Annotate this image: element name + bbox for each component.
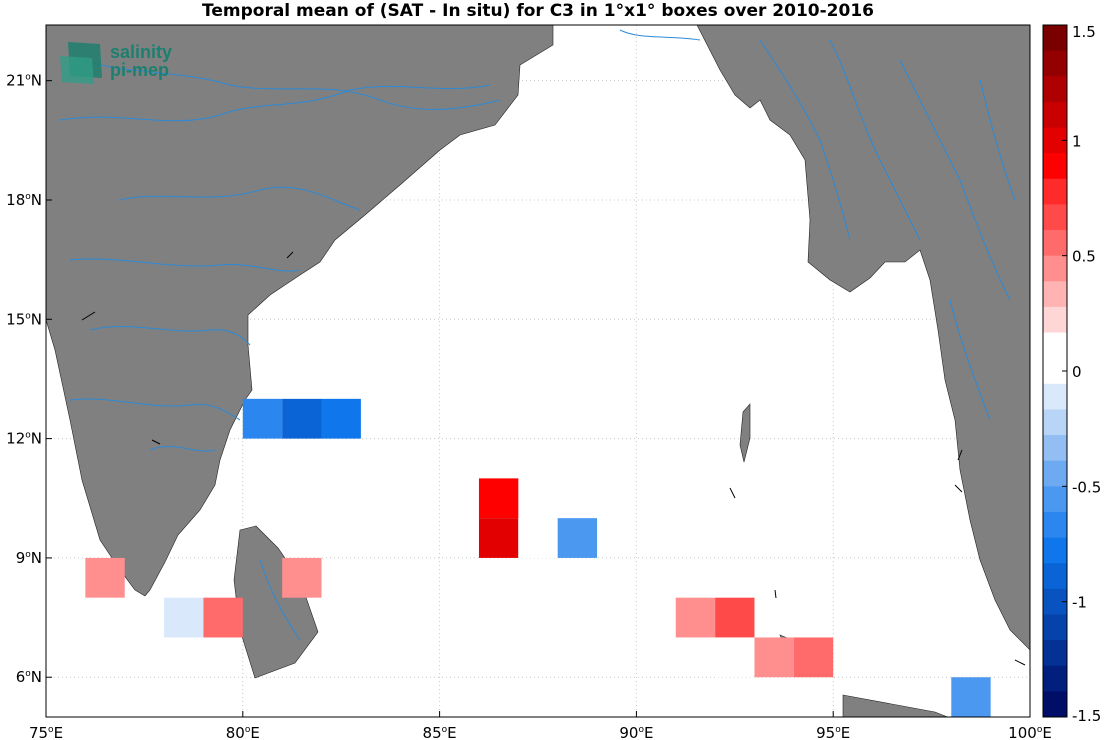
- data-cell: [715, 597, 755, 638]
- colorbar-ticks: 1.5 1 0.5 0 -0.5 -1 -1.5: [1062, 23, 1101, 725]
- y-tick-label: 12oN: [6, 430, 42, 448]
- colorbar-tick-label: 0.5: [1072, 248, 1096, 266]
- colorbar-segment: [1043, 230, 1067, 257]
- colorbar-segment: [1043, 537, 1067, 564]
- data-cell: [321, 597, 361, 638]
- logo-text-line1: salinity: [110, 42, 172, 62]
- salinity-pi-mep-logo: salinity pi-mep: [60, 42, 172, 84]
- colorbar-segment: [1043, 691, 1067, 718]
- data-cell: [85, 557, 125, 598]
- colorbar: [1043, 25, 1067, 718]
- data-cell: [164, 597, 204, 638]
- data-cell: [478, 518, 519, 558]
- colorbar-tick-label: -1: [1072, 594, 1087, 612]
- y-tick-label: 9oN: [16, 549, 42, 567]
- logo-text-line2: pi-mep: [110, 60, 169, 80]
- x-tick-label: 95oE: [816, 724, 850, 740]
- data-cell: [557, 518, 598, 558]
- colorbar-segment: [1043, 640, 1067, 667]
- colorbar-tick-label: -1.5: [1072, 707, 1101, 725]
- y-tick-label: 21oN: [6, 72, 42, 90]
- colorbar-tick-label: 1.5: [1072, 23, 1096, 41]
- x-tick-label: 85oE: [423, 724, 457, 740]
- colorbar-segment: [1043, 50, 1067, 77]
- x-tick-label: 75oE: [29, 724, 63, 740]
- colorbar-segment: [1043, 281, 1067, 308]
- data-cell: [518, 518, 558, 558]
- x-tick-label: 100oE: [1008, 724, 1052, 740]
- coastal-marks: [81, 251, 1026, 666]
- colorbar-segment: [1043, 332, 1067, 359]
- land-sumatra: [842, 694, 949, 717]
- axis-ticks: 75oE 80oE 85oE 90oE 95oE 100oE 6oN 9oN 12oN 15oN 1…: [6, 72, 1052, 740]
- x-tick-label: 80oE: [226, 724, 260, 740]
- colorbar-segment: [1043, 665, 1067, 692]
- colorbar-segment: [1043, 178, 1067, 205]
- colorbar-tick-label: 0: [1072, 363, 1082, 381]
- colorbar-segment: [1043, 409, 1067, 436]
- colorbar-segment: [1043, 255, 1067, 282]
- data-cell: [478, 478, 519, 519]
- data-cell: [793, 637, 834, 678]
- land-india: [46, 25, 554, 597]
- colorbar-segment: [1043, 101, 1067, 129]
- colorbar-segment: [1043, 460, 1067, 487]
- colorbar-tick-label: 1: [1072, 132, 1082, 150]
- colorbar-segment: [1043, 614, 1067, 641]
- colorbar-segment: [1043, 76, 1067, 103]
- colorbar-tick-label: -0.5: [1072, 478, 1101, 496]
- colorbar-segment: [1043, 435, 1067, 462]
- y-tick-label: 15oN: [6, 310, 42, 328]
- colorbar-segment: [1043, 25, 1067, 52]
- rivers: [59, 29, 1016, 641]
- data-cells: [85, 398, 991, 717]
- map-title: Temporal mean of (SAT - In situ) for C3 …: [202, 1, 874, 21]
- data-cell: [951, 677, 991, 717]
- data-cell: [754, 637, 794, 678]
- data-cell: [203, 597, 243, 638]
- land-myanmar: [696, 25, 1030, 651]
- data-cell: [715, 637, 755, 678]
- colorbar-segment: [1043, 511, 1067, 539]
- land-andaman-islands: [739, 403, 751, 463]
- data-cell: [282, 398, 322, 439]
- colorbar-segment: [1043, 306, 1067, 334]
- data-cell: [242, 398, 283, 439]
- colorbar-segment: [1043, 204, 1067, 231]
- y-tick-label: 6oN: [16, 668, 42, 686]
- data-cell: [282, 557, 322, 598]
- colorbar-segment: [1043, 563, 1067, 590]
- plot-frame: [45, 24, 1031, 718]
- colorbar-segment: [1043, 383, 1067, 410]
- data-cell: [675, 597, 716, 638]
- y-tick-label: 18oN: [6, 191, 42, 209]
- colorbar-segment: [1043, 153, 1067, 180]
- x-tick-label: 90oE: [619, 724, 653, 740]
- colorbar-segment: [1043, 486, 1067, 513]
- data-cell: [321, 398, 361, 439]
